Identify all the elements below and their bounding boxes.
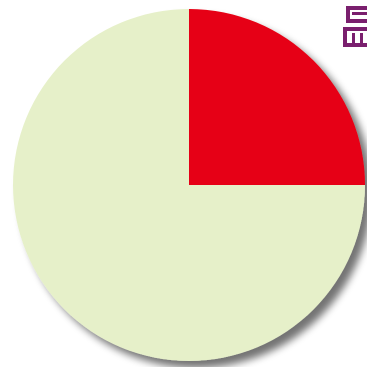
pie-slice-2 (13, 9, 365, 361)
pie-slice-1 (189, 9, 365, 185)
pie-slices (13, 9, 365, 361)
corner-glyph-icon (343, 6, 367, 47)
